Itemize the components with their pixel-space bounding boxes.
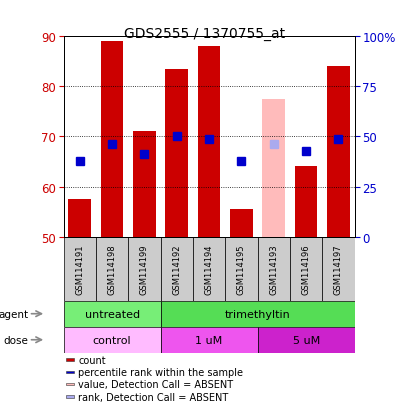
Bar — [289, 237, 321, 301]
Bar — [257, 327, 354, 353]
Text: GSM114199: GSM114199 — [139, 244, 148, 294]
Text: GSM114194: GSM114194 — [204, 244, 213, 294]
Bar — [160, 237, 193, 301]
Bar — [160, 301, 354, 327]
Text: value, Detection Call = ABSENT: value, Detection Call = ABSENT — [78, 379, 233, 389]
Text: control: control — [92, 335, 131, 345]
Bar — [165, 70, 188, 237]
Text: count: count — [78, 355, 106, 365]
Text: GSM114196: GSM114196 — [301, 244, 310, 294]
Text: rank, Detection Call = ABSENT: rank, Detection Call = ABSENT — [78, 392, 228, 401]
Text: GSM114192: GSM114192 — [172, 244, 181, 294]
Text: percentile rank within the sample: percentile rank within the sample — [78, 367, 243, 377]
Bar — [326, 67, 349, 237]
Text: GSM114197: GSM114197 — [333, 244, 342, 294]
Text: GDS2555 / 1370755_at: GDS2555 / 1370755_at — [124, 27, 285, 41]
Text: GSM114193: GSM114193 — [269, 244, 278, 294]
Bar — [66, 371, 74, 373]
Text: 1 uM: 1 uM — [195, 335, 222, 345]
Bar — [63, 237, 96, 301]
Text: 5 uM: 5 uM — [292, 335, 319, 345]
Bar — [63, 327, 160, 353]
Bar — [193, 237, 225, 301]
Text: trimethyltin: trimethyltin — [224, 309, 290, 319]
Bar — [229, 209, 252, 237]
Bar — [66, 358, 74, 361]
Text: untreated: untreated — [84, 309, 139, 319]
Bar — [133, 132, 155, 237]
Text: agent: agent — [0, 309, 29, 319]
Bar — [321, 237, 354, 301]
Bar — [96, 237, 128, 301]
Text: GSM114198: GSM114198 — [107, 244, 116, 294]
Bar — [63, 301, 160, 327]
Bar — [197, 47, 220, 237]
Bar — [294, 167, 317, 237]
Bar — [257, 237, 289, 301]
Text: GSM114191: GSM114191 — [75, 244, 84, 294]
Bar — [160, 327, 257, 353]
Bar — [68, 199, 91, 237]
Bar — [225, 237, 257, 301]
Text: GSM114195: GSM114195 — [236, 244, 245, 294]
Text: dose: dose — [4, 335, 29, 345]
Bar — [66, 383, 74, 385]
Bar — [262, 100, 284, 237]
Bar — [128, 237, 160, 301]
Bar — [101, 42, 123, 237]
Bar — [66, 395, 74, 398]
